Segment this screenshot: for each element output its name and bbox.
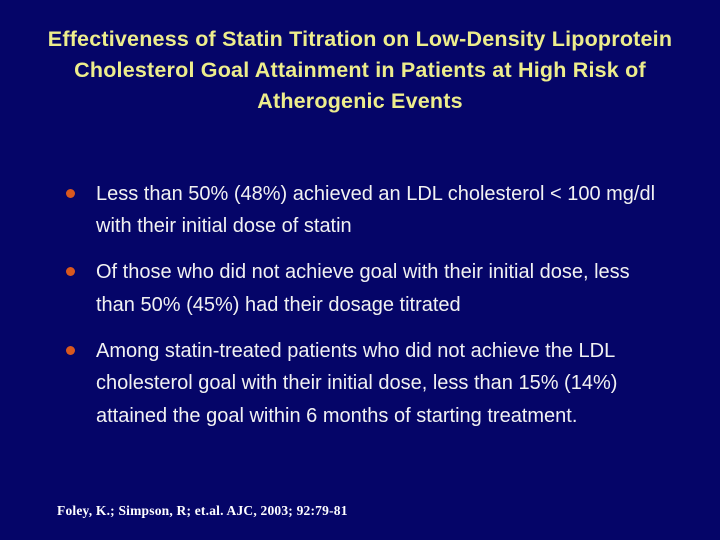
bullet-icon (66, 346, 75, 356)
presentation-slide: Effectiveness of Statin Titration on Low… (0, 24, 720, 540)
slide-title: Effectiveness of Statin Titration on Low… (47, 27, 673, 114)
bullet-text: Among statin-treated patients who did no… (96, 340, 618, 427)
bullet-text: Less than 50% (48%) achieved an LDL chol… (96, 182, 656, 237)
bullet-list: Less than 50% (48%) achieved an LDL chol… (0, 178, 720, 433)
list-item: Less than 50% (48%) achieved an LDL chol… (66, 178, 660, 243)
list-item: Among statin-treated patients who did no… (66, 335, 660, 432)
citation: Foley, K.; Simpson, R; et.al. AJC, 2003;… (57, 503, 348, 518)
bullet-icon (66, 267, 75, 277)
bullet-text: Of those who did not achieve goal with t… (96, 261, 630, 316)
bullet-icon (66, 188, 75, 198)
list-item: Of those who did not achieve goal with t… (66, 256, 660, 321)
